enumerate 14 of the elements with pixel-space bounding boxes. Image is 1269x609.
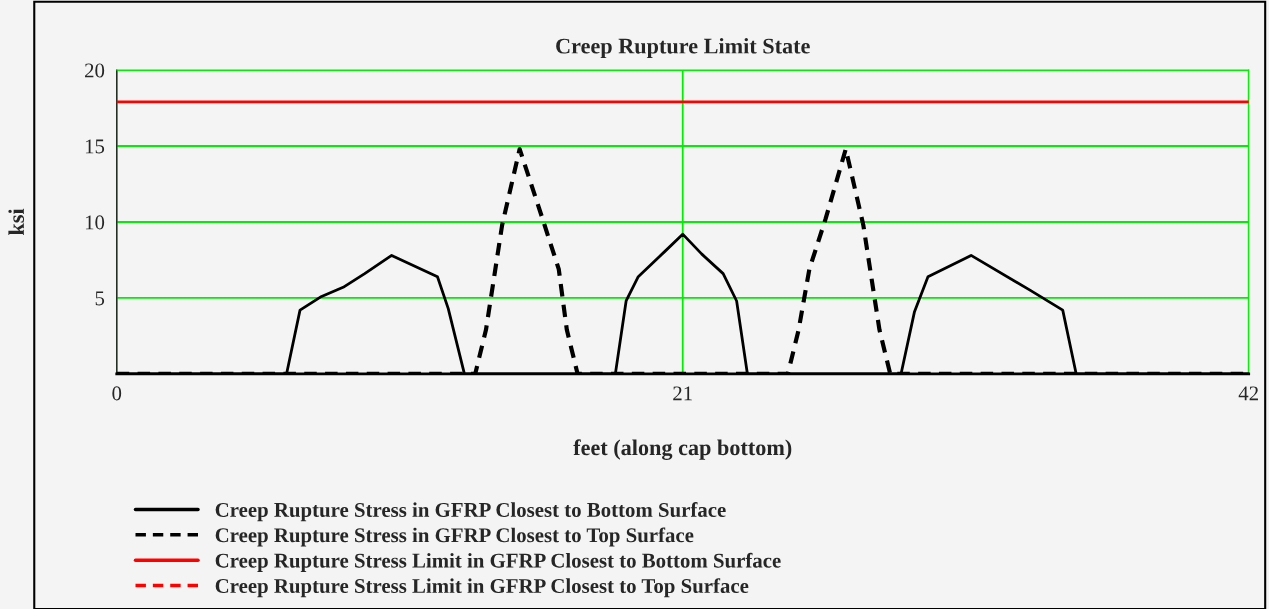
x-tick-label: 42 [1238,386,1258,401]
y-tick-label: 5 [95,291,105,306]
x-tick-label: 21 [673,386,692,401]
legend-label: Creep Rupture Stress in GFRP Closest to Top Surface [215,527,694,547]
legend-label: Creep Rupture Stress Limit in GFRP Closest to Top Surface [215,578,749,598]
x-tick-label: 0 [112,386,122,401]
y-tick-label: 15 [85,139,105,154]
legend-label: Creep Rupture Stress in GFRP Closest to Bottom Surface [215,502,726,522]
legend-label: Creep Rupture Stress Limit in GFRP Closest to Bottom Surface [215,552,781,572]
chart-title: Creep Rupture Limit State [556,37,810,59]
y-axis-title: ksi [8,208,25,236]
y-tick-label: 20 [85,63,105,78]
x-axis-title: feet (along cap bottom) [573,439,792,460]
y-tick-label: 10 [85,215,105,230]
